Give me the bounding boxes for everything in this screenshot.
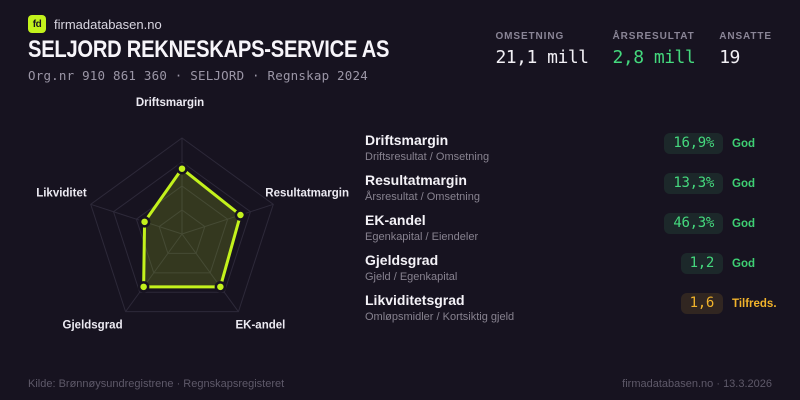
radar-data-point (214, 281, 227, 293)
brand-name: firmadatabasen.no (54, 16, 162, 32)
radar-axis-label: Resultatmargin (265, 187, 349, 199)
stat-value: 21,1 mill (495, 47, 589, 68)
radar-axis-label: EK-andel (236, 320, 286, 332)
radar-data-point (234, 209, 247, 221)
radar-grid-ring (112, 161, 252, 293)
metric-row-driftsmargin: Driftsmargin Driftsresultat / Omsetning … (365, 132, 790, 172)
footer-source: Kilde: Brønnøysundregistrene · Regnskaps… (28, 378, 285, 390)
radar-chart: Driftsmargin Resultatmargin EK-andel Gjelds… (36, 97, 349, 332)
stat-value: 19 (719, 47, 740, 68)
metric-row-gjeldsgrad: Gjeldsgrad Gjeld / Egenkapital 1,2 God (365, 252, 790, 292)
metric-status-badge: God (732, 177, 755, 190)
metrics-panel: Driftsmargin Driftsresultat / Omsetning … (365, 132, 790, 332)
footer-attribution: firmadatabasen.no · 13.3.2026 (622, 378, 772, 390)
metric-formula: Egenkapital / Eiendeler (365, 231, 479, 243)
metric-name: Resultatmargin (365, 172, 467, 188)
metric-formula: Årsresultat / Omsetning (365, 191, 480, 203)
radar-data-point (176, 162, 188, 175)
metric-name: Gjeldsgrad (365, 252, 439, 268)
metric-name: Likviditetsgrad (365, 292, 465, 308)
metric-status-badge: Tilfreds. (732, 297, 777, 310)
metric-name: Driftsmargin (365, 132, 449, 148)
metric-status-badge: God (732, 137, 755, 150)
stat-label: OMSETNING (495, 31, 565, 42)
stat-omsetning: OMSETNING 21,1 mill (495, 31, 589, 68)
metric-formula: Omløpsmidler / Kortsiktig gjeld (365, 311, 515, 323)
footer: Kilde: Brønnøysundregistrene · Regnskaps… (0, 368, 800, 400)
stat-value: 2,8 mill (612, 47, 696, 68)
metric-value-pill: 1,6 (680, 293, 723, 314)
metric-name: EK-andel (365, 212, 426, 228)
metric-value-pill: 13,3% (664, 173, 723, 194)
firmadatabasen-logo-icon: fd (28, 15, 46, 33)
metric-formula: Driftsresultat / Omsetning (365, 151, 490, 163)
metric-value-pill: 16,9% (664, 133, 723, 154)
radar-grid-ring (90, 137, 274, 313)
radar-grid-ring (135, 185, 229, 274)
metric-row-ek-andel: EK-andel Egenkapital / Eiendeler 46,3% G… (365, 212, 790, 252)
radar-axis-label: Gjeldsgrad (63, 320, 123, 332)
radar-data-point (137, 281, 150, 293)
radar-axis-label: Likviditet (36, 187, 87, 199)
metric-value-pill: 46,3% (664, 213, 723, 234)
radar-axis-spoke (181, 233, 239, 312)
metric-formula: Gjeld / Egenkapital (365, 271, 458, 283)
radar-axis-spoke (125, 233, 183, 312)
brand-bar[interactable]: fd firmadatabasen.no (28, 15, 162, 33)
stat-arsresultat: ÅRSRESULTAT 2,8 mill (613, 31, 696, 68)
stat-ansatte: ANSATTE 19 (719, 31, 772, 68)
metric-status-badge: God (732, 217, 755, 230)
radar-axis-spoke (90, 203, 183, 235)
key-stats: OMSETNING 21,1 mill ÅRSRESULTAT 2,8 mill… (495, 31, 772, 68)
metric-value-pill: 1,2 (680, 253, 723, 274)
radar-axis-spoke (181, 203, 274, 235)
radar-axis-label: Driftsmargin (136, 97, 204, 109)
stat-label: ÅRSRESULTAT (612, 31, 695, 42)
metric-row-resultatmargin: Resultatmargin Årsresultat / Omsetning 1… (365, 172, 790, 212)
stat-label: ANSATTE (719, 31, 772, 42)
metric-status-badge: God (732, 257, 755, 270)
metric-row-likviditetsgrad: Likviditetsgrad Omløpsmidler / Kortsikti… (365, 292, 790, 332)
radar-data-polygon (142, 167, 242, 289)
radar-grid-ring (158, 209, 206, 254)
company-title: SELJORD REKNESKAPS-SERVICE AS (28, 36, 390, 63)
radar-data-point (138, 216, 151, 228)
company-subtitle: Org.nr 910 861 360 · SELJORD · Regnskap … (28, 68, 368, 83)
radar-chart-container: Driftsmargin Resultatmargin EK-andel Gjelds… (10, 90, 360, 350)
